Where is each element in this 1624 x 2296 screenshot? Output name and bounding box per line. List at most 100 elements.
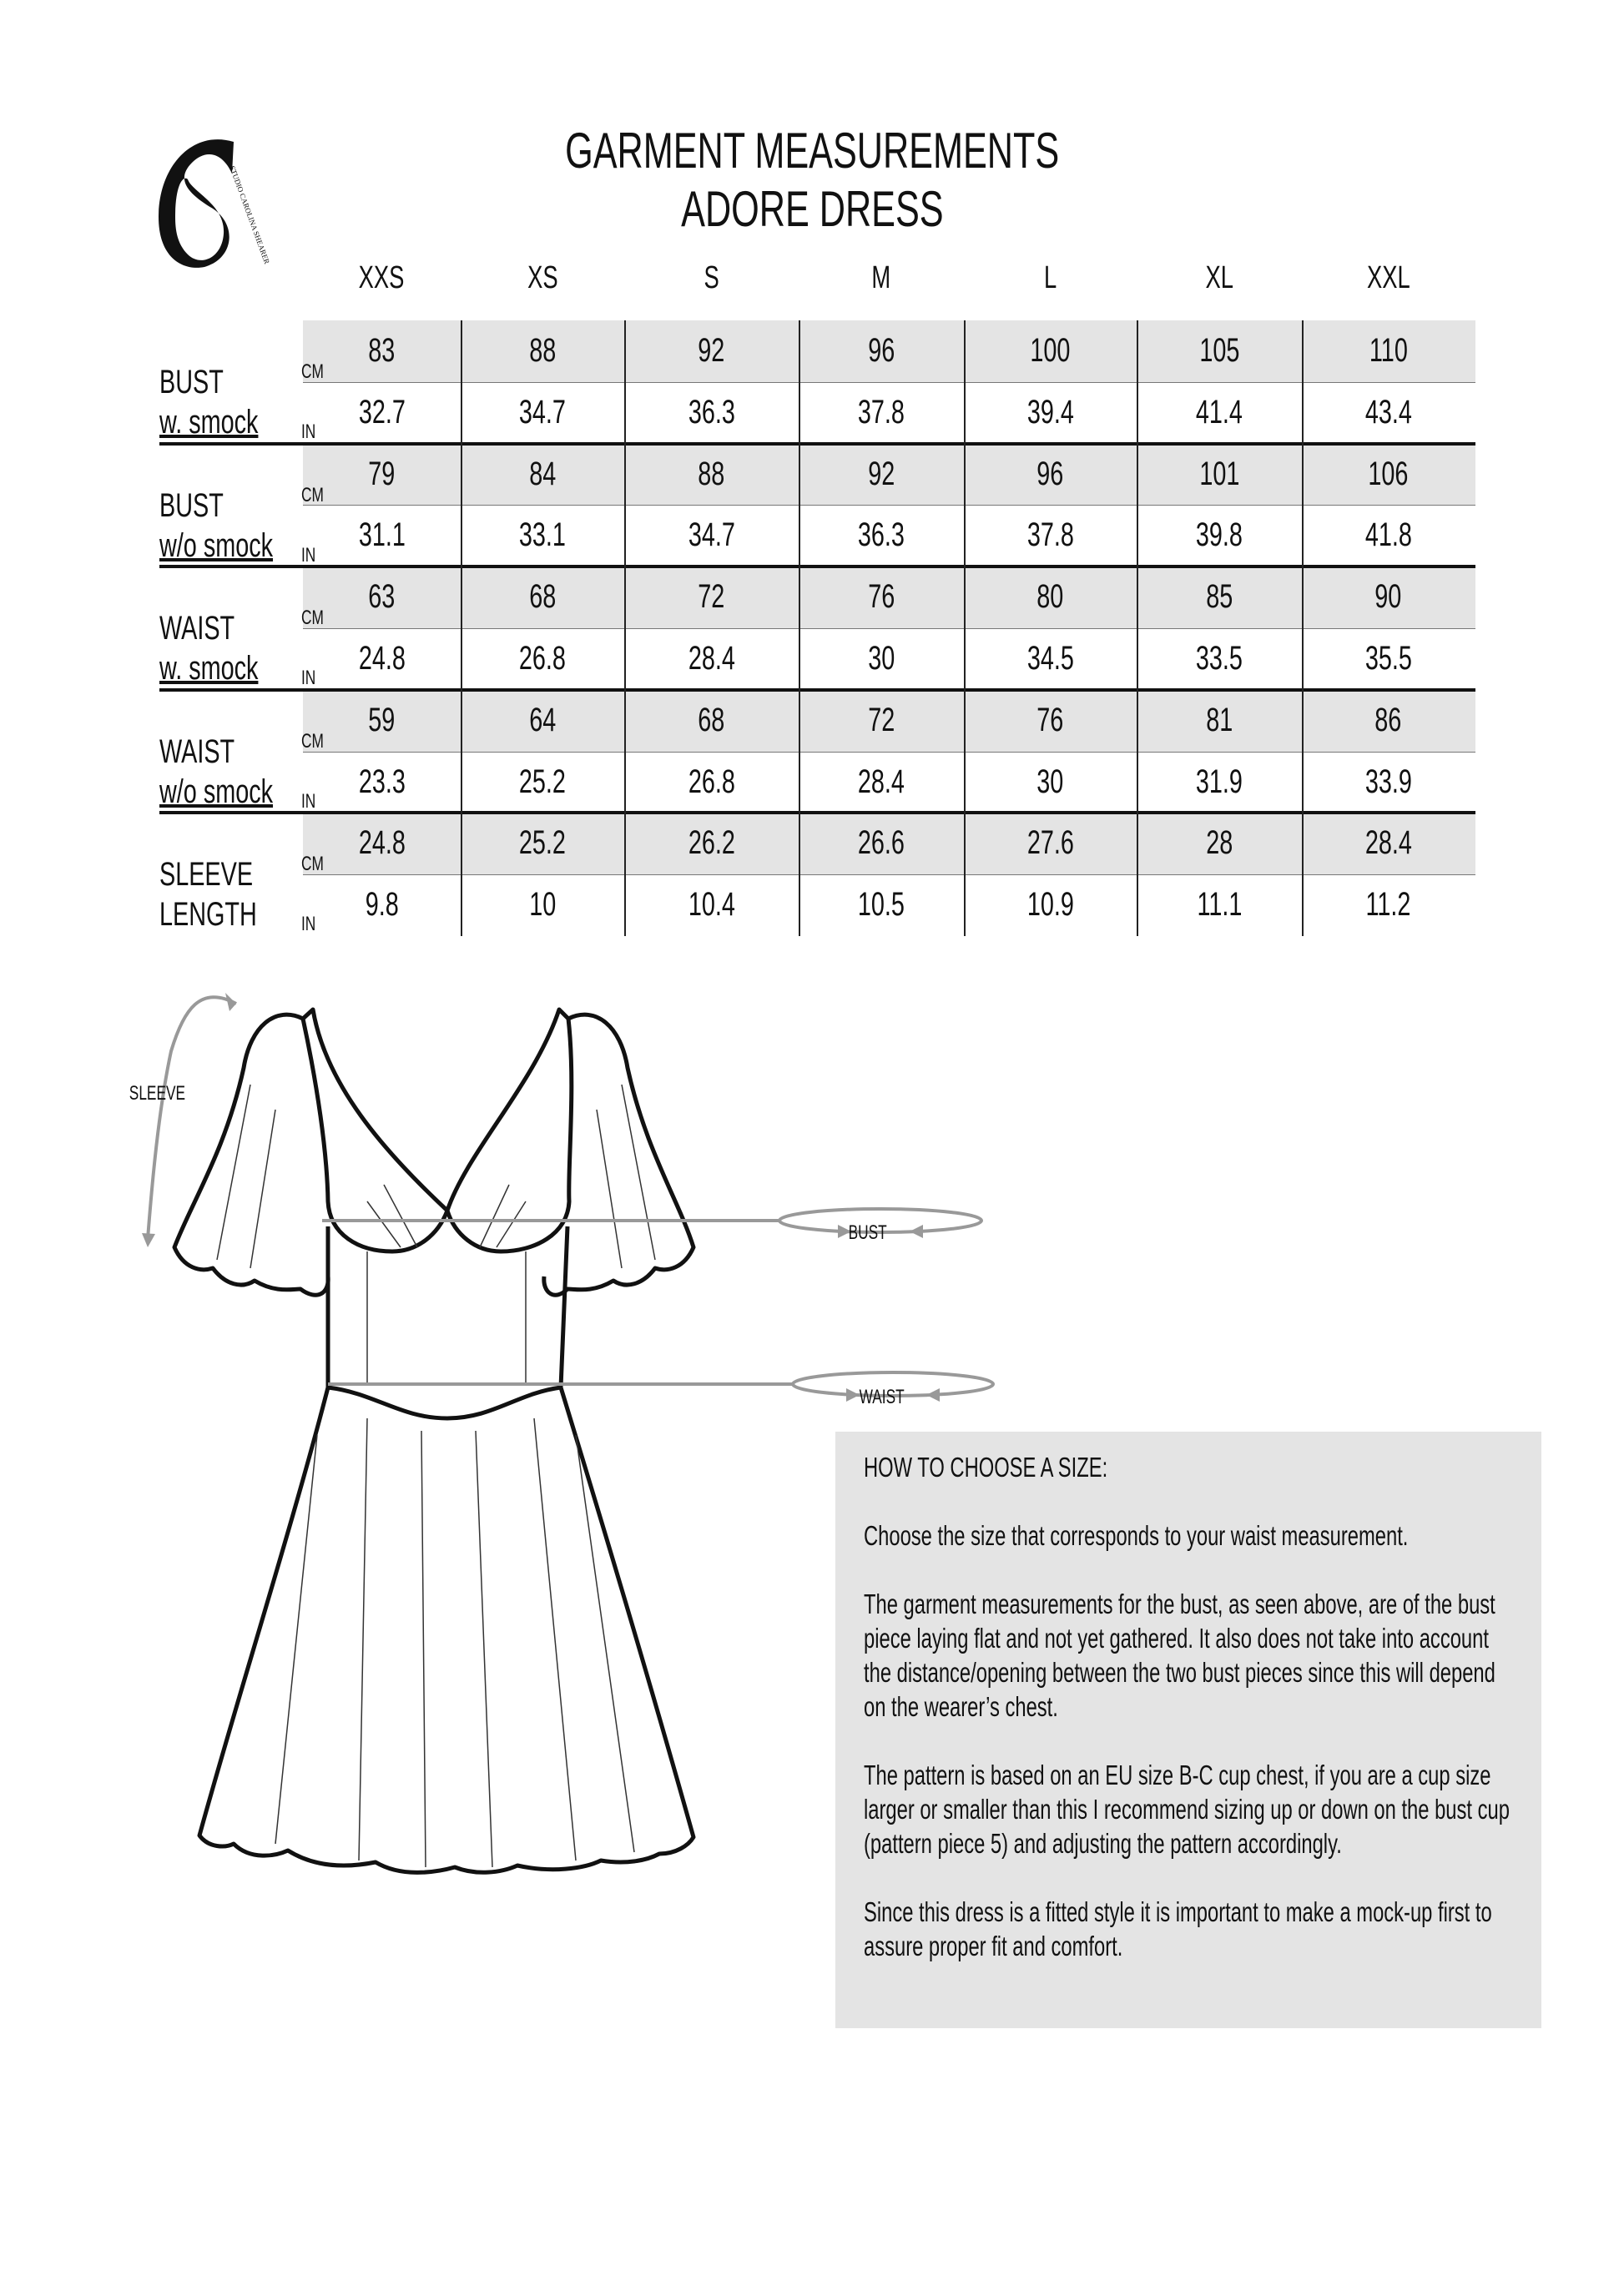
table-cell-cm: 76 <box>964 690 1137 751</box>
cell-value: 31.1 <box>358 516 406 554</box>
cell-value: 36.3 <box>857 516 905 554</box>
subtitle-text: ADORE DRESS <box>680 181 944 237</box>
row-sublabel: w/o smock <box>159 526 274 564</box>
size-guide-paragraph: Since this dress is a fitted style it is… <box>864 1896 1492 1961</box>
column-divider <box>1302 320 1304 936</box>
cell-value: 105 <box>1198 332 1240 369</box>
cell-value: 26.2 <box>688 824 735 862</box>
cell-value: 59 <box>368 701 396 738</box>
table-cell-cm: 96 <box>799 320 964 381</box>
table-cell-cm: 88 <box>624 444 799 505</box>
sleeve-label: SLEEVE <box>129 1082 185 1104</box>
cell-value: 34.7 <box>688 516 735 554</box>
cell-value: 34.5 <box>1026 640 1074 677</box>
row-label: BUST <box>159 486 224 524</box>
dress-folds <box>216 1084 656 1868</box>
table-cell-in: 10.5 <box>799 874 964 935</box>
cell-value: 23.3 <box>358 763 406 800</box>
row-divider <box>303 751 1475 753</box>
cell-value: 101 <box>1198 455 1240 492</box>
table-cell-in: 28.4 <box>624 628 799 689</box>
table-cell-in: 34.7 <box>624 505 799 566</box>
table-cell-cm: 76 <box>799 566 964 627</box>
table-cell-in: 41.4 <box>1137 382 1302 443</box>
cell-value: 33.1 <box>518 516 567 554</box>
row-shade <box>303 443 1475 506</box>
cell-value: 24.8 <box>358 640 406 677</box>
table-cell-in: 39.8 <box>1137 505 1302 566</box>
cell-value: 92 <box>867 455 895 492</box>
cell-value: 28.4 <box>857 763 905 800</box>
cell-value: 84 <box>528 455 557 492</box>
table-cell-in: 35.5 <box>1302 628 1475 689</box>
cell-value: 28.4 <box>688 640 735 677</box>
row-divider <box>303 874 1475 876</box>
table-cell-cm: 101 <box>1137 444 1302 505</box>
table-cell-cm: 88 <box>461 320 624 381</box>
group-divider <box>159 441 1475 446</box>
column-divider <box>1137 320 1138 936</box>
cell-value: 76 <box>1036 701 1064 738</box>
row-label: WAIST <box>159 610 235 647</box>
cell-value: 96 <box>1036 455 1064 492</box>
column-divider <box>964 320 966 936</box>
table-cell-in: 36.3 <box>624 382 799 443</box>
cell-value: 34.7 <box>518 393 567 430</box>
cell-value: 11.2 <box>1365 886 1411 924</box>
column-divider <box>461 320 462 936</box>
row-label: WAIST <box>159 733 235 770</box>
unit-in: IN <box>301 667 316 690</box>
table-cell-cm: 83 <box>303 320 461 381</box>
table-cell-cm: 24.8 <box>303 813 461 874</box>
unit-cm: CM <box>301 483 324 506</box>
cell-value: 43.4 <box>1364 393 1412 430</box>
cell-value: 39.8 <box>1195 516 1243 554</box>
table-cell-cm: 68 <box>461 566 624 627</box>
cell-value: 10.5 <box>857 886 905 924</box>
cell-value: 37.8 <box>857 393 905 430</box>
table-cell-in: 24.8 <box>303 628 461 689</box>
cell-value: 79 <box>368 455 396 492</box>
row-divider <box>303 505 1475 506</box>
table-cell-cm: 28.4 <box>1302 813 1475 874</box>
cell-value: 85 <box>1205 578 1233 616</box>
sleeve-arrow-icon <box>146 995 237 1240</box>
size-guide-paragraph: The garment measurements for the bust, a… <box>864 1589 1495 1722</box>
table-cell-in: 30 <box>799 628 964 689</box>
table-cell-cm: 86 <box>1302 690 1475 751</box>
table-cell-in: 9.8 <box>303 874 461 935</box>
cell-value: 33.5 <box>1195 640 1243 677</box>
cell-value: 100 <box>1030 332 1071 369</box>
cell-value: 68 <box>698 701 725 738</box>
bust-label: BUST <box>849 1221 887 1243</box>
table-cell-cm: 72 <box>624 566 799 627</box>
table-cell-in: 11.2 <box>1302 874 1475 935</box>
table-cell-in: 37.8 <box>964 505 1137 566</box>
size-header-text: XXS <box>359 260 405 295</box>
row-shade <box>303 320 1475 382</box>
size-header-text: XXL <box>1366 260 1410 295</box>
cell-value: 106 <box>1368 455 1409 492</box>
cell-value: 110 <box>1369 332 1408 369</box>
row-sublabel: w. smock <box>159 650 259 687</box>
cell-value: 30 <box>867 640 895 677</box>
cell-value: 96 <box>867 332 895 369</box>
size-header-text: XS <box>527 260 558 295</box>
bust-ellipse <box>778 1207 983 1234</box>
column-divider <box>624 320 626 936</box>
column-divider <box>799 320 800 936</box>
table-cell-cm: 26.2 <box>624 813 799 874</box>
unit-cm: CM <box>301 607 324 630</box>
table-cell-cm: 79 <box>303 444 461 505</box>
title-text: GARMENT MEASUREMENTS <box>564 123 1060 179</box>
cell-value: 25.2 <box>518 824 567 862</box>
table-cell-cm: 59 <box>303 690 461 751</box>
measure-arrows <box>146 995 995 1397</box>
arrowheads <box>142 993 940 1402</box>
cell-value: 10.4 <box>688 886 735 924</box>
row-label: BUST <box>159 364 224 400</box>
table-cell-cm: 84 <box>461 444 624 505</box>
cell-value: 26.8 <box>688 763 735 800</box>
table-cell-cm: 90 <box>1302 566 1475 627</box>
cell-value: 28.4 <box>1364 824 1412 862</box>
